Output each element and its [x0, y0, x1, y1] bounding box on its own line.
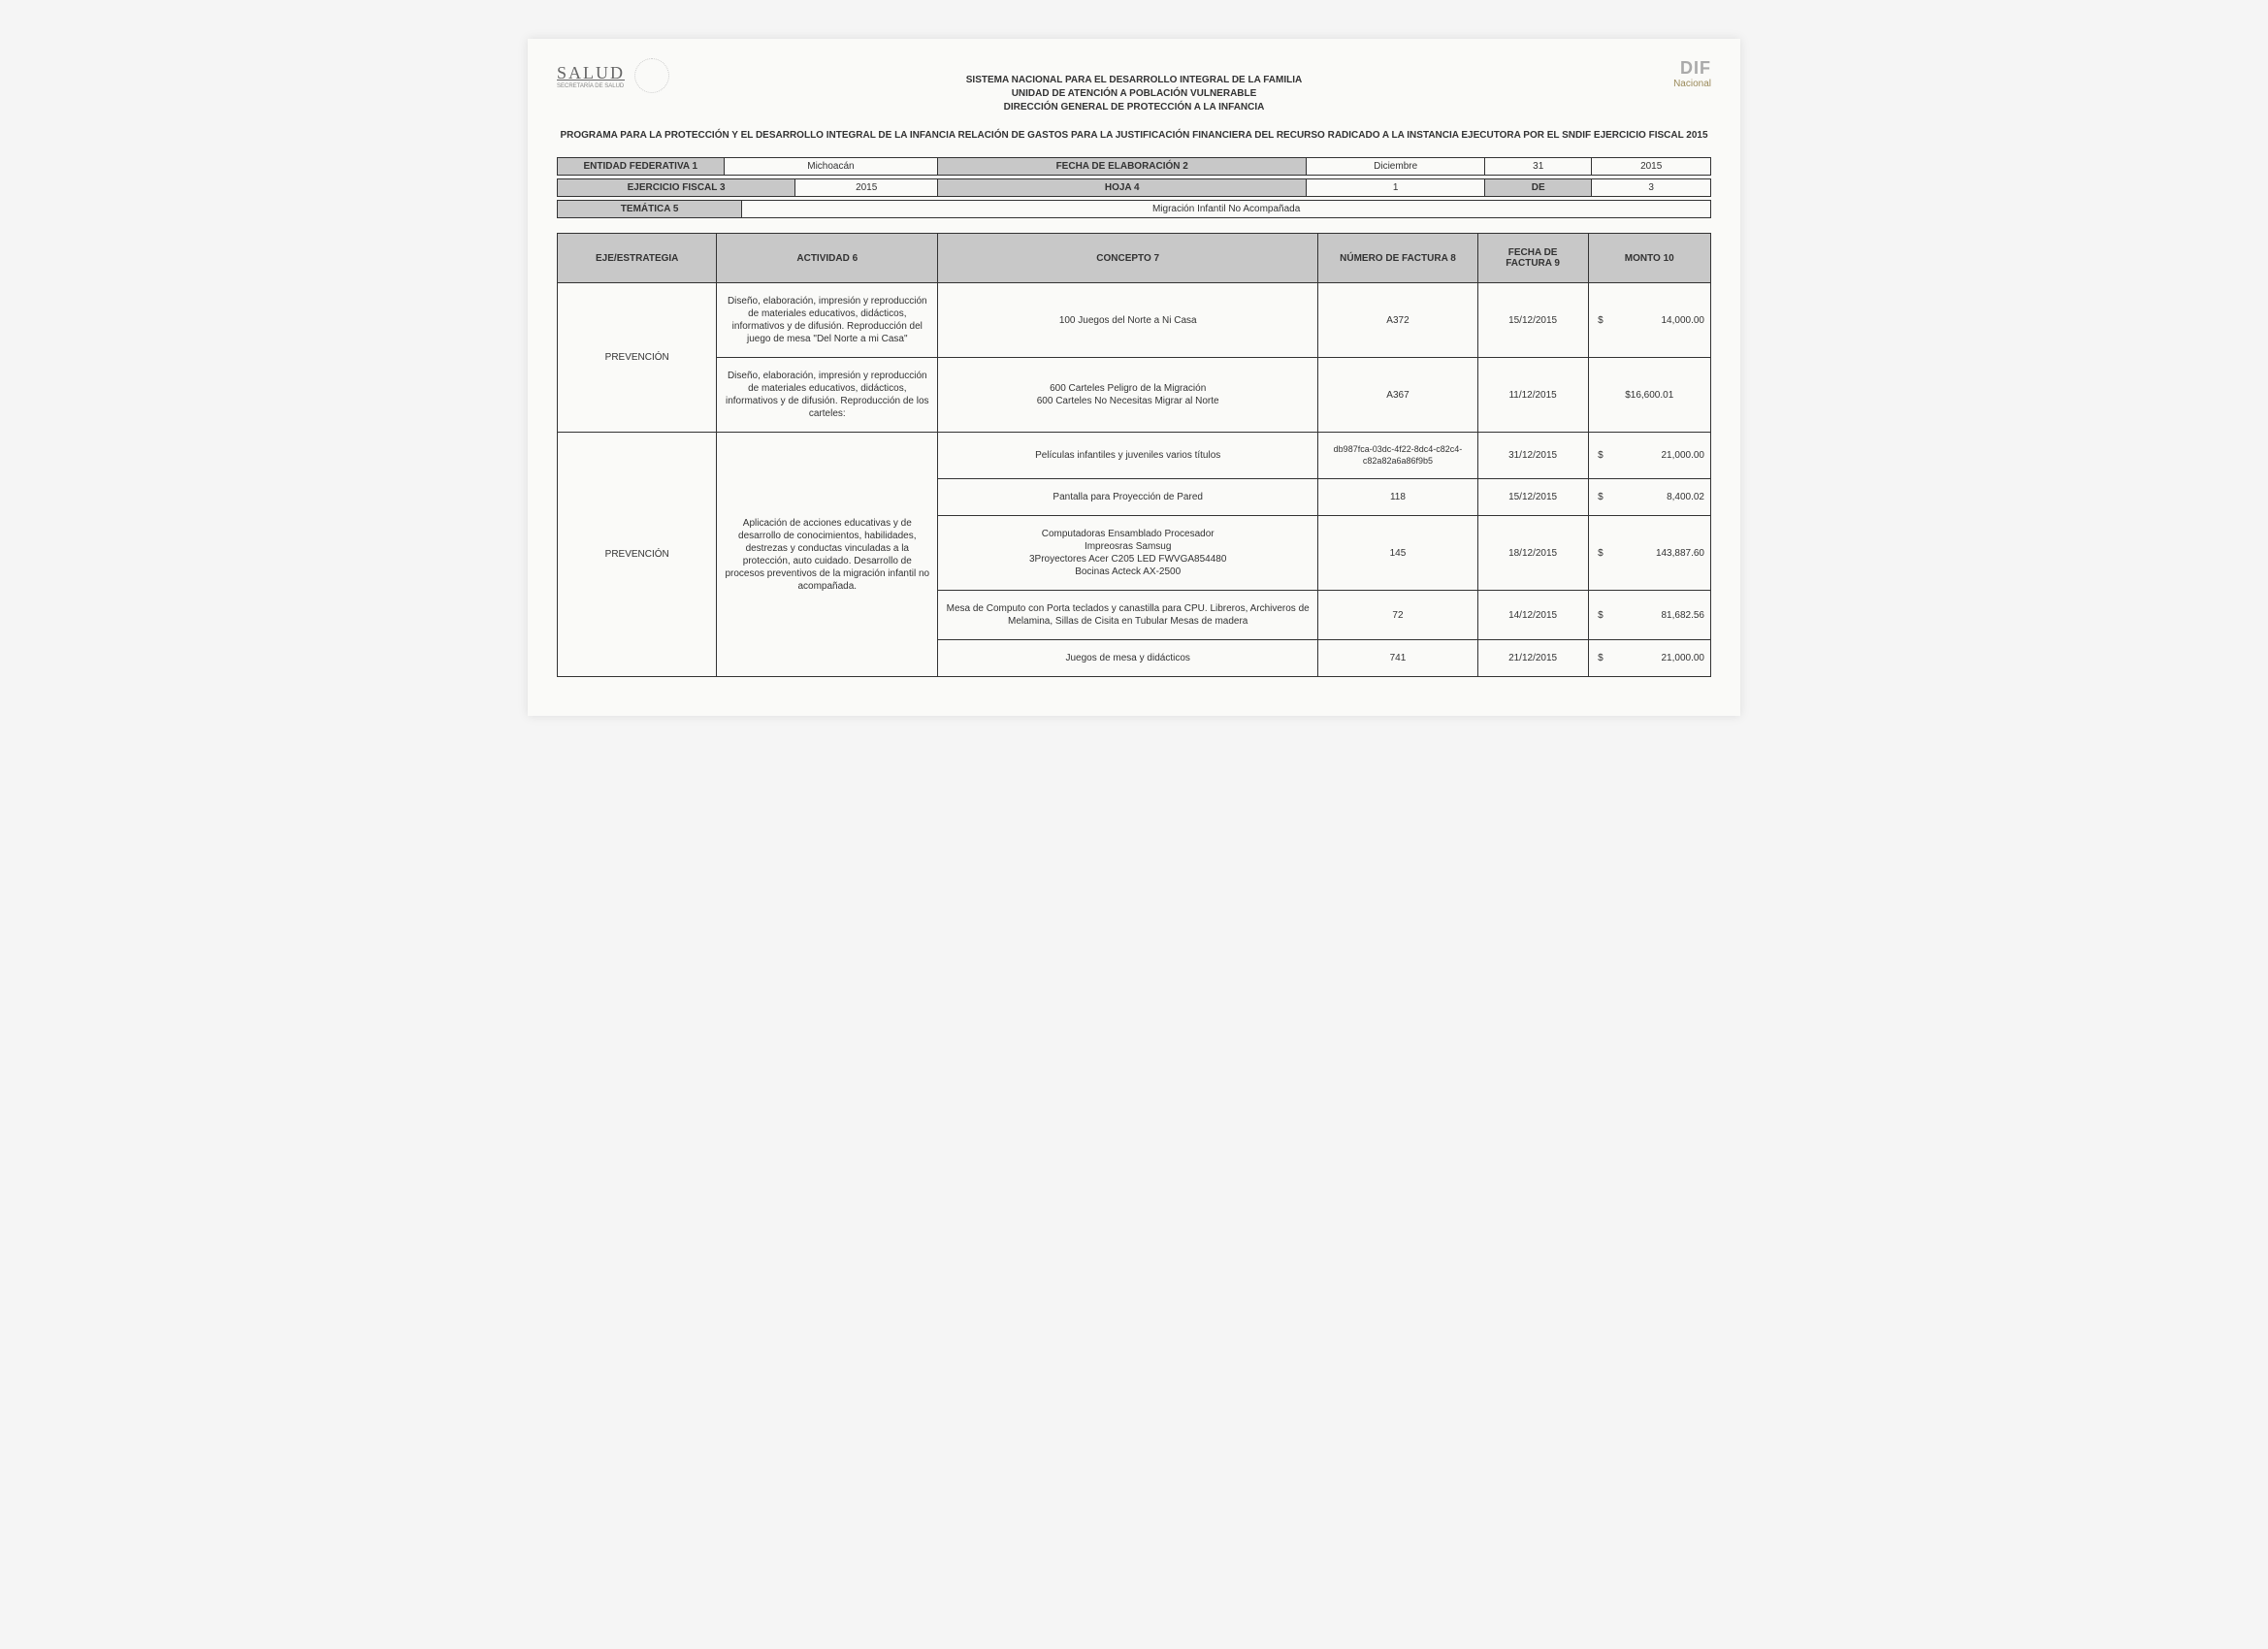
- fecha-year: 2015: [1592, 158, 1711, 176]
- factura-cell: A372: [1318, 283, 1477, 358]
- subheader-line2: RELACIÓN DE GASTOS PARA LA JUSTIFICACIÓN…: [957, 130, 1591, 141]
- concepto-cell: Juegos de mesa y didácticos: [938, 640, 1318, 677]
- concepto-line: 600 Carteles Peligro de la Migración: [1050, 383, 1206, 394]
- subheader-line3: EJERCICIO FISCAL 2015: [1594, 130, 1708, 141]
- currency-cell: $: [1588, 591, 1612, 640]
- dif-main: DIF: [1673, 58, 1711, 79]
- header-line2: UNIDAD DE ATENCIÓN A POBLACIÓN VULNERABL…: [557, 87, 1711, 101]
- header-line3: DIRECCIÓN GENERAL DE PROTECCIÓN A LA INF…: [557, 101, 1711, 114]
- currency-cell: $: [1588, 640, 1612, 677]
- currency-cell: $: [1588, 479, 1612, 516]
- header-title: SISTEMA NACIONAL PARA EL DESARROLLO INTE…: [557, 74, 1711, 114]
- header-line1: SISTEMA NACIONAL PARA EL DESARROLLO INTE…: [557, 74, 1711, 87]
- meta-table-2: EJERCICIO FISCAL 3 2015 HOJA 4 1 DE 3: [557, 178, 1711, 197]
- dif-logo: DIF Nacional: [1673, 58, 1711, 89]
- ejercicio-value: 2015: [795, 179, 938, 197]
- actividad-cell: Diseño, elaboración, impresión y reprodu…: [717, 358, 938, 433]
- factura-cell: 741: [1318, 640, 1477, 677]
- factura-cell: 145: [1318, 516, 1477, 591]
- hoja-label: HOJA 4: [938, 179, 1307, 197]
- eje-cell: PREVENCIÓN: [558, 283, 717, 433]
- currency-cell: $: [1588, 283, 1612, 358]
- subheader-line1: PROGRAMA PARA LA PROTECCIÓN Y EL DESARRO…: [560, 130, 955, 141]
- entidad-label: ENTIDAD FEDERATIVA 1: [558, 158, 725, 176]
- fecha-day: 31: [1485, 158, 1592, 176]
- salud-subtitle: SECRETARÍA DE SALUD: [557, 83, 625, 89]
- monto-cell: 21,000.00: [1612, 640, 1710, 677]
- tematica-value: Migración Infantil No Acompañada: [742, 201, 1711, 218]
- eje-cell: PREVENCIÓN: [558, 433, 717, 677]
- table-header-row: EJE/ESTRATEGIA ACTIVIDAD 6 CONCEPTO 7 NÚ…: [558, 234, 1711, 283]
- fecha-month: Diciembre: [1307, 158, 1485, 176]
- currency-cell: $: [1588, 433, 1612, 479]
- table-row: Diseño, elaboración, impresión y reprodu…: [558, 358, 1711, 433]
- concepto-cell: Mesa de Computo con Porta teclados y can…: [938, 591, 1318, 640]
- monto-cell: $16,600.01: [1588, 358, 1710, 433]
- col-factura: NÚMERO DE FACTURA 8: [1318, 234, 1477, 283]
- concepto-cell: 600 Carteles Peligro de la Migración 600…: [938, 358, 1318, 433]
- tematica-label: TEMÁTICA 5: [558, 201, 742, 218]
- actividad-cell: Aplicación de acciones educativas y de d…: [717, 433, 938, 677]
- dif-sub: Nacional: [1673, 79, 1711, 89]
- fecha-cell: 31/12/2015: [1477, 433, 1588, 479]
- concepto-line: Bocinas Acteck AX-2500: [1075, 566, 1181, 577]
- factura-cell: db987fca-03dc-4f22-8dc4-c82c4-c82a82a6a8…: [1318, 433, 1477, 479]
- salud-logo: SALUD: [557, 63, 625, 83]
- monto-cell: 8,400.02: [1612, 479, 1710, 516]
- currency-cell: $: [1588, 516, 1612, 591]
- fecha-label: FECHA DE ELABORACIÓN 2: [938, 158, 1307, 176]
- fecha-cell: 15/12/2015: [1477, 283, 1588, 358]
- fecha-cell: 11/12/2015: [1477, 358, 1588, 433]
- monto-cell: 81,682.56: [1612, 591, 1710, 640]
- monto-cell: 14,000.00: [1612, 283, 1710, 358]
- hoja-de: DE: [1485, 179, 1592, 197]
- monto-cell: 21,000.00: [1612, 433, 1710, 479]
- concepto-cell: Películas infantiles y juveniles varios …: [938, 433, 1318, 479]
- col-monto: MONTO 10: [1588, 234, 1710, 283]
- seal-icon: [634, 58, 669, 93]
- main-table: EJE/ESTRATEGIA ACTIVIDAD 6 CONCEPTO 7 NÚ…: [557, 233, 1711, 677]
- col-eje: EJE/ESTRATEGIA: [558, 234, 717, 283]
- meta-table-3: TEMÁTICA 5 Migración Infantil No Acompañ…: [557, 200, 1711, 218]
- fecha-cell: 21/12/2015: [1477, 640, 1588, 677]
- fecha-cell: 15/12/2015: [1477, 479, 1588, 516]
- meta-table-1: ENTIDAD FEDERATIVA 1 Michoacán FECHA DE …: [557, 157, 1711, 176]
- concepto-cell: 100 Juegos del Norte a Ni Casa: [938, 283, 1318, 358]
- hoja-num: 1: [1307, 179, 1485, 197]
- col-fecha: FECHA DE FACTURA 9: [1477, 234, 1588, 283]
- concepto-cell: Pantalla para Proyección de Pared: [938, 479, 1318, 516]
- concepto-line: 3Proyectores Acer C205 LED FWVGA854480: [1029, 554, 1226, 565]
- col-actividad: ACTIVIDAD 6: [717, 234, 938, 283]
- hoja-total: 3: [1592, 179, 1711, 197]
- factura-cell: 118: [1318, 479, 1477, 516]
- entidad-value: Michoacán: [724, 158, 938, 176]
- fecha-cell: 18/12/2015: [1477, 516, 1588, 591]
- col-concepto: CONCEPTO 7: [938, 234, 1318, 283]
- fecha-cell: 14/12/2015: [1477, 591, 1588, 640]
- sub-header: PROGRAMA PARA LA PROTECCIÓN Y EL DESARRO…: [557, 129, 1711, 143]
- table-row: PREVENCIÓN Diseño, elaboración, impresió…: [558, 283, 1711, 358]
- logo-left: SALUD SECRETARÍA DE SALUD: [557, 58, 669, 93]
- table-row: PREVENCIÓN Aplicación de acciones educat…: [558, 433, 1711, 479]
- concepto-line: Impreosras Samsug: [1085, 541, 1171, 552]
- document-page: SALUD SECRETARÍA DE SALUD DIF Nacional S…: [528, 39, 1740, 716]
- factura-cell: 72: [1318, 591, 1477, 640]
- ejercicio-label: EJERCICIO FISCAL 3: [558, 179, 795, 197]
- concepto-line: Computadoras Ensamblado Procesador: [1042, 529, 1215, 539]
- factura-cell: A367: [1318, 358, 1477, 433]
- concepto-line: 600 Carteles No Necesitas Migrar al Nort…: [1037, 396, 1219, 406]
- monto-cell: 143,887.60: [1612, 516, 1710, 591]
- concepto-cell: Computadoras Ensamblado Procesador Impre…: [938, 516, 1318, 591]
- actividad-cell: Diseño, elaboración, impresión y reprodu…: [717, 283, 938, 358]
